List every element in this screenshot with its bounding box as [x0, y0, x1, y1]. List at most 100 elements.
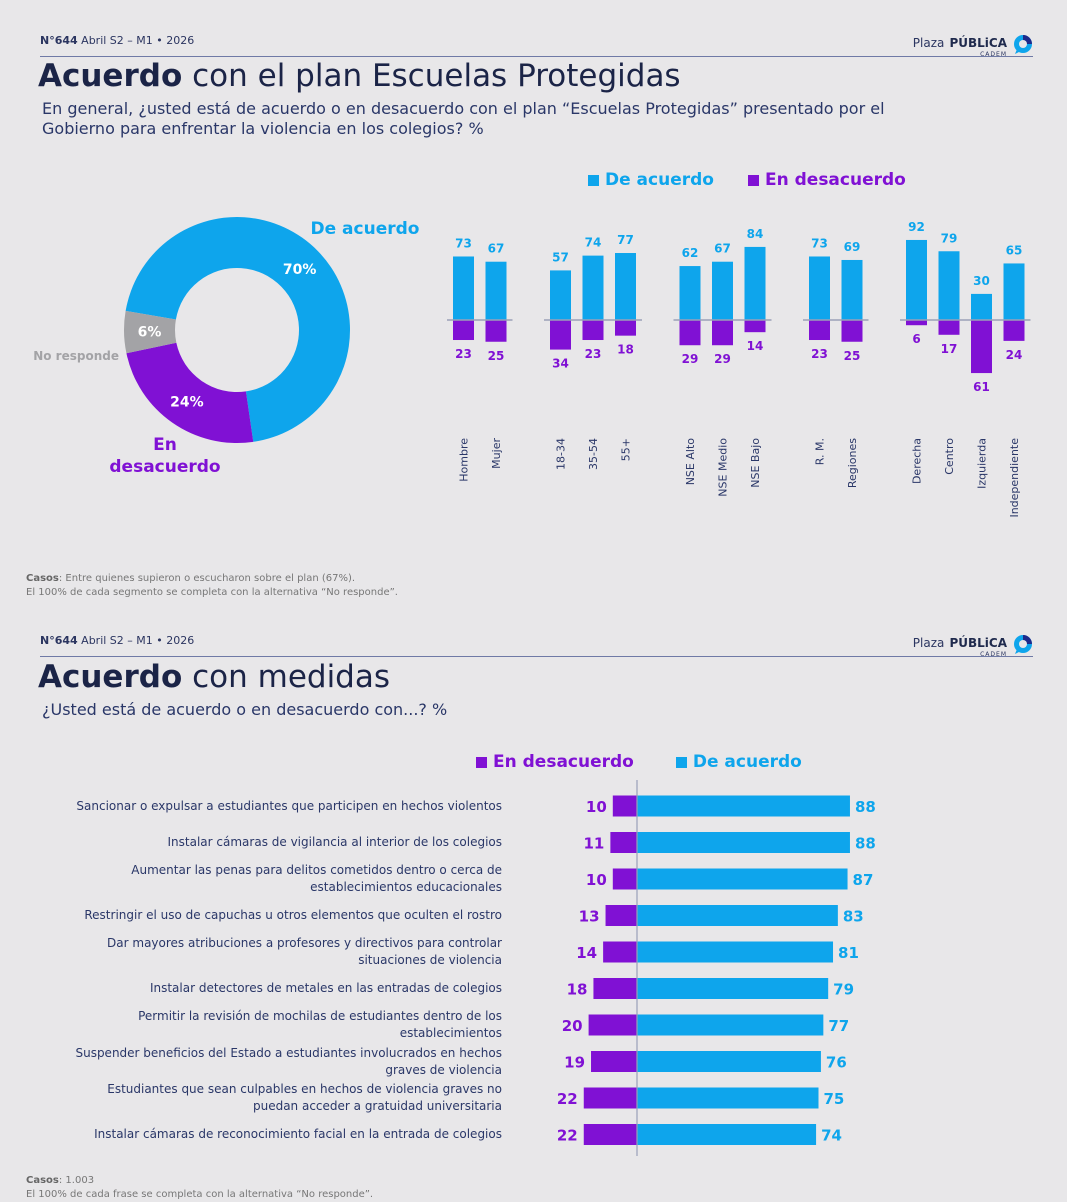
bar-acuerdo-12 [971, 293, 992, 320]
measure-value-desacuerdo-8: 22 [557, 1090, 578, 1108]
measure-value-acuerdo-4: 81 [838, 944, 859, 962]
bar-desacuerdo-11 [938, 320, 960, 335]
donut-value-label-1: 24% [170, 395, 204, 411]
measure-bar-desacuerdo-8 [583, 1087, 637, 1109]
bar-acuerdo-6 [712, 261, 733, 320]
measure-value-desacuerdo-9: 22 [557, 1127, 578, 1145]
measure-value-acuerdo-8: 75 [824, 1090, 845, 1108]
value-desacuerdo-5: 29 [682, 352, 699, 366]
bar-desacuerdo-2 [550, 320, 571, 350]
bar-acuerdo-3 [582, 255, 604, 320]
value-acuerdo-2: 57 [552, 250, 569, 264]
value-acuerdo-1: 67 [488, 242, 505, 256]
measure-bar-desacuerdo-5 [593, 978, 637, 999]
title-rest: con el plan Escuelas Protegidas [192, 58, 681, 94]
issue-date: Abril S2 – M1 • 2026 [81, 34, 195, 47]
measure-bar-acuerdo-9 [637, 1124, 817, 1145]
cases-note: Casos: Entre quienes supieron o escuchar… [26, 572, 398, 600]
question-text: ¿Usted está de acuerdo o en desacuerdo c… [42, 700, 448, 719]
measure-value-acuerdo-6: 77 [828, 1017, 849, 1035]
value-desacuerdo-7: 14 [747, 339, 764, 353]
legend-label-desacuerdo: En desacuerdo [493, 752, 634, 772]
value-desacuerdo-12: 61 [973, 380, 990, 394]
measure-value-desacuerdo-0: 10 [586, 798, 607, 816]
plaza-publica-logo: Plaza PÚBLiCA CADEM [913, 634, 1033, 658]
value-acuerdo-12: 30 [973, 274, 990, 288]
segment-bar-chart: 73 23 Hombre 67 25 Mujer 57 34 18-34 74 23 35-54 77 1… [447, 220, 1031, 518]
value-acuerdo-11: 79 [941, 231, 958, 245]
bar-acuerdo-9 [841, 259, 863, 320]
measure-label-9: Instalar cámaras de reconocimiento facia… [94, 1127, 502, 1141]
bar-desacuerdo-10 [906, 320, 927, 326]
legend-swatch-acuerdo [675, 756, 687, 768]
donut-category-label-1a: En [153, 435, 177, 455]
bar-desacuerdo-9 [841, 320, 863, 342]
measure-bar-acuerdo-6 [637, 1014, 824, 1036]
bar-desacuerdo-8 [809, 320, 830, 341]
legend-label-acuerdo: De acuerdo [692, 752, 802, 772]
category-label-8: R. M. [814, 438, 827, 465]
bar-desacuerdo-6 [712, 320, 733, 346]
category-label-10: Derecha [911, 438, 924, 484]
logo-word-publica: PÚBLiCA [949, 636, 1007, 650]
bar-acuerdo-1 [485, 261, 507, 320]
measure-value-acuerdo-0: 88 [855, 798, 876, 816]
bar-acuerdo-5 [679, 266, 701, 320]
category-label-9: Regiones [846, 438, 859, 488]
cases-note: Casos: 1.003 El 100% de cada frase se co… [26, 1174, 373, 1202]
measure-label-0: Sancionar o expulsar a estudiantes que p… [76, 798, 502, 813]
value-acuerdo-9: 69 [844, 240, 861, 254]
logo-word-publica: PÚBLiCA [949, 36, 1007, 50]
header-divider [40, 56, 1033, 57]
donut-category-label-0: De acuerdo [311, 219, 420, 239]
donut-slice-0 [125, 216, 350, 442]
donut-category-label-2: No responde [33, 349, 119, 363]
value-acuerdo-6: 67 [714, 242, 731, 256]
measure-bar-desacuerdo-1 [610, 832, 637, 853]
measure-value-acuerdo-9: 74 [821, 1127, 842, 1145]
value-acuerdo-4: 77 [617, 233, 634, 247]
measure-bar-acuerdo-8 [637, 1087, 819, 1109]
speech-bubble-icon [1014, 35, 1032, 54]
value-desacuerdo-3: 23 [585, 347, 602, 361]
measure-value-acuerdo-5: 79 [833, 981, 854, 999]
donut-category-label-1b: desacuerdo [109, 457, 220, 477]
category-label-13: Independiente [1008, 438, 1021, 518]
category-label-3: 35-54 [587, 438, 600, 470]
measure-value-acuerdo-3: 83 [843, 908, 864, 926]
note-line-2: El 100% de cada segmento se completa con… [26, 587, 398, 598]
issue-date: Abril S2 – M1 • 2026 [81, 634, 195, 647]
value-desacuerdo-0: 23 [455, 347, 472, 361]
category-label-0: Hombre [458, 438, 471, 482]
category-label-6: NSE Medio [717, 438, 730, 497]
value-acuerdo-8: 73 [811, 236, 828, 250]
measure-bar-desacuerdo-0 [612, 795, 637, 817]
note-label: Casos [26, 573, 59, 584]
measure-label-4: Dar mayores atribuciones a profesores y … [107, 936, 502, 967]
logo-word-cadem: CADEM [980, 651, 1007, 658]
value-acuerdo-10: 92 [908, 220, 925, 234]
page-title: Acuerdo con el plan Escuelas Protegidas [38, 58, 681, 94]
value-desacuerdo-2: 34 [552, 357, 569, 371]
measure-label-1: Instalar cámaras de vigilancia al interi… [167, 835, 502, 849]
bar-acuerdo-8 [809, 256, 830, 320]
measure-bar-acuerdo-2 [637, 868, 848, 890]
value-acuerdo-7: 84 [747, 227, 764, 241]
bar-acuerdo-2 [550, 270, 571, 320]
title-bold: Acuerdo [38, 58, 183, 94]
measure-value-acuerdo-1: 88 [855, 835, 876, 853]
bar-desacuerdo-12 [971, 320, 992, 374]
bar-acuerdo-10 [906, 239, 927, 320]
value-desacuerdo-8: 23 [811, 347, 828, 361]
category-label-7: NSE Bajo [749, 438, 762, 488]
measure-bar-desacuerdo-3 [605, 905, 637, 926]
measure-value-desacuerdo-2: 10 [586, 871, 607, 889]
measure-bar-acuerdo-3 [637, 905, 838, 926]
value-acuerdo-13: 65 [1006, 243, 1023, 257]
legend-swatch-acuerdo [588, 174, 599, 186]
value-desacuerdo-6: 29 [714, 352, 731, 366]
title-bold: Acuerdo [38, 659, 183, 695]
issue-number: N°644 [40, 634, 78, 647]
donut-value-label-2: 6% [138, 325, 162, 341]
donut-slice-1 [126, 342, 254, 443]
